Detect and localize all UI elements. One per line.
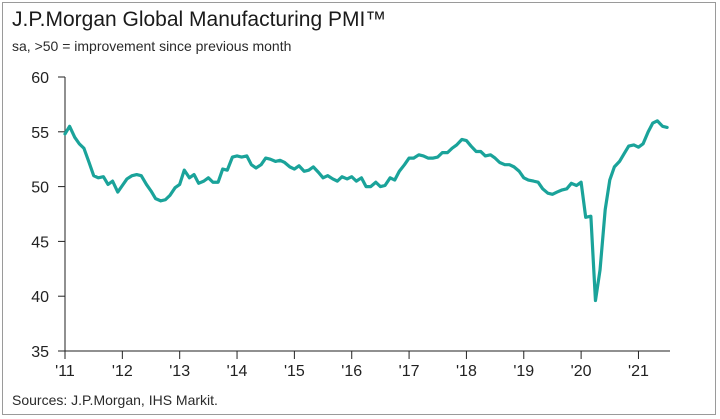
y-tick-label: 45 bbox=[31, 234, 49, 251]
series-line bbox=[63, 119, 669, 303]
source-note: Sources: J.P.Morgan, IHS Markit. bbox=[12, 392, 218, 408]
y-tick-label: 35 bbox=[31, 344, 49, 361]
x-tick-label: '20 bbox=[571, 363, 592, 380]
x-tick-label: '11 bbox=[55, 363, 75, 380]
x-tick-label: '16 bbox=[341, 363, 362, 380]
x-tick-label: '15 bbox=[284, 363, 305, 380]
x-tick-label: '12 bbox=[112, 363, 133, 380]
x-tick-label: '14 bbox=[227, 363, 248, 380]
x-tick-label: '21 bbox=[628, 363, 649, 380]
x-axis: '11 '12 '13 '14 '15 '16 '17 '18 '19 '20 '21 bbox=[55, 350, 670, 380]
x-tick-label: '18 bbox=[456, 363, 477, 380]
y-tick-label: 60 bbox=[31, 70, 49, 87]
y-tick-label: 50 bbox=[31, 180, 49, 197]
y-tick-label: 40 bbox=[31, 289, 49, 306]
chart-subtitle: sa, >50 = improvement since previous mon… bbox=[12, 38, 292, 54]
x-tick-label: '19 bbox=[513, 363, 534, 380]
y-axis: 35 40 45 50 55 60 bbox=[31, 70, 66, 361]
x-tick-label: '17 bbox=[399, 363, 420, 380]
chart-frame bbox=[2, 2, 716, 415]
y-tick-label: 55 bbox=[31, 125, 49, 142]
x-tick-label: '13 bbox=[169, 363, 190, 380]
chart-title: J.P.Morgan Global Manufacturing PMI™ bbox=[12, 8, 387, 31]
